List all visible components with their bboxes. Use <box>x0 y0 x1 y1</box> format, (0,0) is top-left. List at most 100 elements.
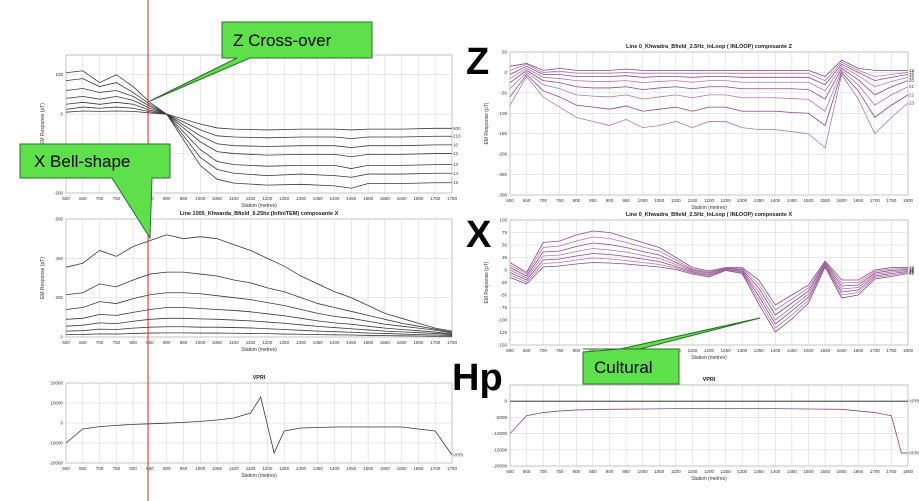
right-hp-xtick-label: 950 <box>622 469 630 474</box>
right-z-xtick-label: 900 <box>606 198 614 203</box>
right-x-series-line <box>509 248 909 321</box>
right-x-ytick-label: 0 <box>504 268 507 273</box>
right-x-xtick-label: 650 <box>523 348 531 353</box>
right-hp-xtick-label: 1200 <box>704 469 715 474</box>
right-x-series-end-label: 19 <box>909 268 915 273</box>
left-x-xtick-label: 1200 <box>262 340 273 345</box>
right-z-ytick-label: -250 <box>498 172 508 177</box>
right-hp-ytick-label: -20000 <box>493 464 508 469</box>
right-hp-xtick-label: 1350 <box>754 469 765 474</box>
right-hp-ytick-label: -15000 <box>493 447 508 452</box>
left-hp-xtick-label: 1300 <box>296 466 307 471</box>
right-x-xtick-label: 1350 <box>754 348 765 353</box>
right-x-ytick-label: -75 <box>500 305 507 310</box>
right-x-series-end-label: 20 <box>909 269 915 274</box>
left-hp-xtick-label: 1650 <box>413 466 424 471</box>
right-hp-xtick-label: 900 <box>606 469 614 474</box>
left-x-xtick-label: 1350 <box>313 340 324 345</box>
left-x-series-line <box>65 271 453 333</box>
left-z-xtick-label: 950 <box>180 196 188 201</box>
right-hp-xtick-label: 600 <box>506 469 514 474</box>
right-z-series-end-label: 17 <box>909 70 915 75</box>
right-x-xtick-label: 1250 <box>721 348 732 353</box>
right-z-xtick-label: 950 <box>622 198 630 203</box>
right-hp-xtick-label: 1050 <box>654 469 665 474</box>
left-z-xtick-label: 1250 <box>279 196 290 201</box>
right-x-series-line <box>509 230 908 306</box>
right-z-xtick-label: 700 <box>539 198 547 203</box>
right-x-series-line <box>509 253 909 325</box>
right-x-xtick-label: 1200 <box>704 348 715 353</box>
left-z-series-line <box>65 101 452 169</box>
right-z-ytick-label: 0 <box>504 70 507 75</box>
left-x-xtick-label: 1550 <box>380 340 391 345</box>
left-hp-xtick-label: 750 <box>113 466 121 471</box>
left-x-panel: 600 650 700 750 800 850 900 950 1000 1050 1100 1150… <box>40 211 458 353</box>
right-x-xtick-label: 1800 <box>903 348 914 353</box>
hp-letter: Hp <box>452 357 503 399</box>
right-hp-ytick-label: -5000 <box>495 415 507 420</box>
left-x-xlabel: Station (metres) <box>241 347 277 353</box>
left-hp-xtick-label: 900 <box>163 466 171 471</box>
right-z-xtick-label: 1200 <box>704 198 715 203</box>
left-x-ytick-label: 400 <box>55 256 63 261</box>
left-z-xtick-label: 1700 <box>430 196 441 201</box>
left-x-xtick-label: 1050 <box>212 340 223 345</box>
right-z-xtick-label: 1250 <box>721 198 732 203</box>
left-hp-xtick-label: 1050 <box>212 466 223 471</box>
right-z-xtick-label: 1350 <box>754 198 765 203</box>
left-x-series-line <box>65 326 453 336</box>
right-hp-series-end-label: VPRI <box>909 399 919 404</box>
left-x-xtick-label: 1150 <box>246 340 256 345</box>
right-z-xlabel: Station (metres) <box>691 205 727 211</box>
right-x-xtick-label: 1400 <box>770 348 781 353</box>
left-hp-xtick-label: 600 <box>62 466 70 471</box>
left-hp-xtick-label: 1000 <box>195 466 206 471</box>
left-hp-xtick-label: 950 <box>180 466 188 471</box>
x-letter: X <box>466 214 492 256</box>
left-z-xtick-label: 700 <box>96 196 104 201</box>
left-hp-series-line <box>65 395 453 456</box>
right-x-xtick-label: 1150 <box>688 348 698 353</box>
z-crossover-callout: Z Cross-over <box>149 21 373 102</box>
right-x-ytick-label: 25 <box>502 255 508 260</box>
right-x-xtick-label: 1650 <box>853 348 864 353</box>
right-z-xtick-label: 1800 <box>903 198 914 203</box>
left-z-series-end-label: 10 <box>453 142 459 147</box>
right-z-xtick-label: 1650 <box>853 198 864 203</box>
z-letter: Z <box>466 41 489 83</box>
left-hp-ytick-label: -20000 <box>49 461 64 466</box>
cultural-callout: Cultural <box>582 317 761 385</box>
right-x-xtick-label: 1600 <box>837 348 848 353</box>
left-x-xtick-label: 1400 <box>330 340 341 345</box>
right-x-ytick-label: -50 <box>500 293 507 298</box>
right-hp-xtick-label: 1800 <box>903 469 914 474</box>
left-z-xtick-label: 1000 <box>195 196 206 201</box>
right-z-ytick-label: -50 <box>500 90 507 95</box>
left-z-series-end-label: 13 <box>453 162 459 167</box>
right-x-ytick-label: 50 <box>502 243 508 248</box>
left-hp-xtick-label: 1450 <box>346 466 357 471</box>
right-hp-series-line <box>509 408 908 454</box>
left-hp-ytick-label: 0 <box>60 421 63 426</box>
left-x-series-line <box>65 292 453 334</box>
left-x-xtick-label: 1300 <box>296 340 307 345</box>
right-x-xtick-label: 1500 <box>803 348 814 353</box>
right-hp-panel: 600 650 700 750 800 850 900 950 1000 1050 1100 1150… <box>493 377 919 482</box>
left-z-xtick-label: 1300 <box>296 196 307 201</box>
left-hp-xtick-label: 1250 <box>279 466 290 471</box>
right-z-series-end-label: 21 <box>909 84 915 89</box>
right-x-ytick-label: -125 <box>498 330 508 335</box>
left-z-ytick-label: -200 <box>54 191 64 196</box>
right-hp-series-end-label: VPRI <box>909 451 919 456</box>
left-hp-xtick-label: 1600 <box>397 466 408 471</box>
right-x-ytick-label: 100 <box>499 218 507 223</box>
left-x-series-line <box>65 317 453 336</box>
left-x-xtick-label: 1650 <box>413 340 424 345</box>
right-x-ytick-label: -100 <box>498 318 508 323</box>
right-z-ylabel: EM Response (pT) <box>484 102 490 144</box>
left-hp-xtick-label: 1100 <box>229 466 239 471</box>
left-x-xtick-label: 700 <box>96 340 104 345</box>
right-z-series-line <box>509 59 908 77</box>
left-x-xtick-label: 1750 <box>447 340 458 345</box>
